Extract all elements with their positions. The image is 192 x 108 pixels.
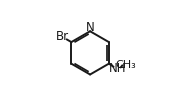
Text: CH₃: CH₃ [115, 60, 136, 70]
Text: Br: Br [55, 30, 69, 43]
Text: NH: NH [109, 62, 126, 75]
Text: N: N [86, 21, 94, 34]
